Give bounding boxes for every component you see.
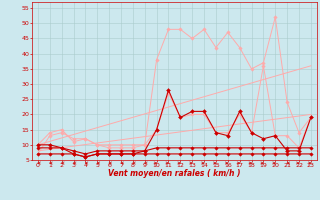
X-axis label: Vent moyen/en rafales ( km/h ): Vent moyen/en rafales ( km/h ) — [108, 169, 241, 178]
